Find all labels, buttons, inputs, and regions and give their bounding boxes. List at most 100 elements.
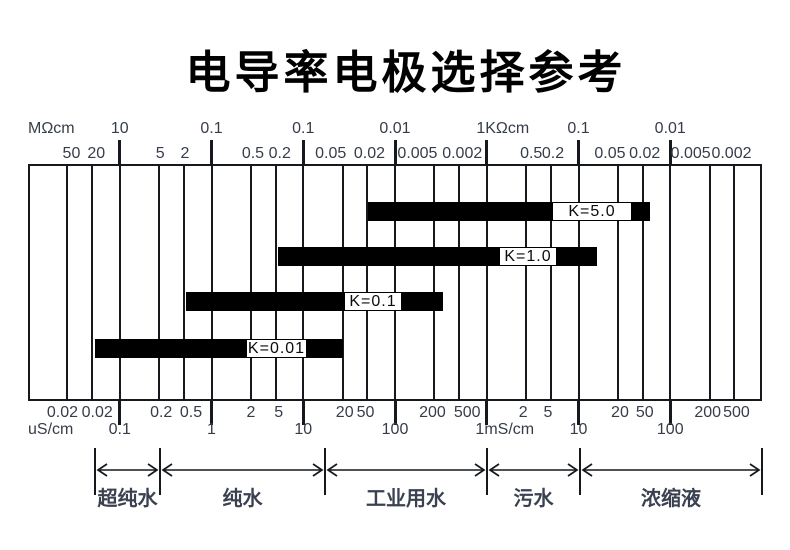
category-label: 污水 <box>513 488 554 510</box>
axis-tick <box>118 401 122 425</box>
axis-tick-label: 0.05 <box>594 145 626 162</box>
bar-label: K=0.1 <box>345 293 401 310</box>
axis-tick-label: 500 <box>453 404 481 421</box>
gridline <box>669 164 672 401</box>
k-range-bar: K=0.1 <box>186 292 443 311</box>
axis-tick-label: 50 <box>356 404 375 421</box>
axis-tick <box>210 401 213 425</box>
gridline <box>302 164 305 401</box>
axis-tick-label: 0.002 <box>711 145 752 162</box>
gridline <box>182 164 185 401</box>
axis-tick-label: 0.5 <box>520 145 543 162</box>
axis-tick-label: 10 <box>569 421 588 438</box>
category-label: 纯水 <box>222 488 263 510</box>
gridline <box>274 164 277 401</box>
axis-tick-label: 5 <box>274 404 284 421</box>
axis-tick-label: 0.01 <box>379 120 411 137</box>
k-range-bar: K=5.0 <box>368 202 650 221</box>
axis-tick-label: 20 <box>335 404 354 421</box>
axis-tick-label: 0.01 <box>654 120 686 137</box>
axis-tick <box>668 140 672 164</box>
gridline <box>366 164 369 401</box>
range-arrow <box>95 455 160 485</box>
k-range-bar: K=0.01 <box>95 339 343 358</box>
axis-tick-label: 2 <box>518 404 528 421</box>
axis-tick-label: 0.1 <box>108 421 131 438</box>
gridline <box>341 164 344 401</box>
category-divider <box>761 448 763 495</box>
axis-tick-label: 2 <box>246 404 256 421</box>
axis-tick-label: 0.2 <box>268 145 291 162</box>
gridline <box>118 164 121 401</box>
category-divider <box>159 448 161 495</box>
axis-tick-label: 1mS/cm <box>475 421 535 438</box>
page-title: 电导率电极选择参考 <box>185 47 627 98</box>
category-divider <box>579 448 581 495</box>
gridline <box>249 164 252 401</box>
axis-tick-label: 1 <box>207 421 216 438</box>
category-label: 工业用水 <box>366 488 446 510</box>
axis-tick-label: 0.05 <box>315 145 347 162</box>
gridline <box>158 164 161 401</box>
axis-tick-label: 0.02 <box>629 145 661 162</box>
gridline <box>394 164 396 401</box>
axis-tick-label: 0.1 <box>292 120 315 137</box>
gridline <box>525 164 528 401</box>
axis-tick-label: 20 <box>87 145 106 162</box>
axis-tick <box>118 140 122 164</box>
axis-tick-label: 2 <box>180 145 190 162</box>
axis-tick-label: 1KΩcm <box>476 120 530 137</box>
axis-tick-label: 0.2 <box>541 145 565 162</box>
axis-tick-label: 0.2 <box>150 404 173 421</box>
axis-tick-label: 20 <box>611 404 629 421</box>
axis-tick-label: 0.02 <box>46 404 79 421</box>
axis-tick-label: 0.5 <box>241 145 265 162</box>
axis-tick-label: 0.002 <box>442 145 483 162</box>
gridline <box>91 164 94 401</box>
axis-tick-label: 5 <box>155 145 165 162</box>
category-divider <box>486 448 488 495</box>
gridline <box>733 164 736 401</box>
axis-tick-label: 0.1 <box>200 120 223 137</box>
axis-tick-label: 0.5 <box>179 404 203 421</box>
range-arrow <box>487 455 580 485</box>
axis-unit-label: MΩcm <box>28 120 75 137</box>
category-label: 浓缩液 <box>641 488 701 510</box>
range-arrow <box>160 455 325 485</box>
axis-tick-label: 0.1 <box>567 120 590 137</box>
gridline <box>616 164 619 401</box>
range-arrow <box>580 455 762 485</box>
axis-tick-label: 500 <box>723 404 750 421</box>
range-arrow <box>325 455 487 485</box>
gridline <box>66 164 69 401</box>
bar-label: K=0.01 <box>247 340 306 357</box>
gridline <box>458 164 461 401</box>
bar-label: K=1.0 <box>500 248 556 265</box>
axis-tick-label: 0.02 <box>81 404 113 421</box>
gridline <box>485 164 488 401</box>
axis-tick-label: 0.005 <box>397 145 438 162</box>
axis-unit-label: uS/cm <box>28 421 74 438</box>
axis-tick-label: 100 <box>656 421 684 438</box>
k-range-bar: K=1.0 <box>278 247 597 266</box>
axis-tick-label: 0.02 <box>353 145 386 162</box>
axis-tick <box>577 140 580 164</box>
axis-tick <box>577 401 580 425</box>
gridline <box>549 164 552 401</box>
category-label: 超纯水 <box>97 488 158 510</box>
axis-tick-label: 200 <box>694 404 722 421</box>
gridline <box>210 164 213 401</box>
axis-tick-label: 50 <box>635 404 654 421</box>
gridline <box>577 164 580 401</box>
axis-tick-label: 10 <box>110 120 129 137</box>
axis-tick <box>210 140 213 164</box>
axis-tick <box>485 140 489 164</box>
bar-label: K=5.0 <box>553 203 631 220</box>
gridline <box>641 164 644 401</box>
gridline <box>433 164 436 401</box>
axis-tick-label: 0.005 <box>670 145 711 162</box>
axis-tick-label: 10 <box>294 421 313 438</box>
axis-tick-label: 5 <box>543 404 553 421</box>
